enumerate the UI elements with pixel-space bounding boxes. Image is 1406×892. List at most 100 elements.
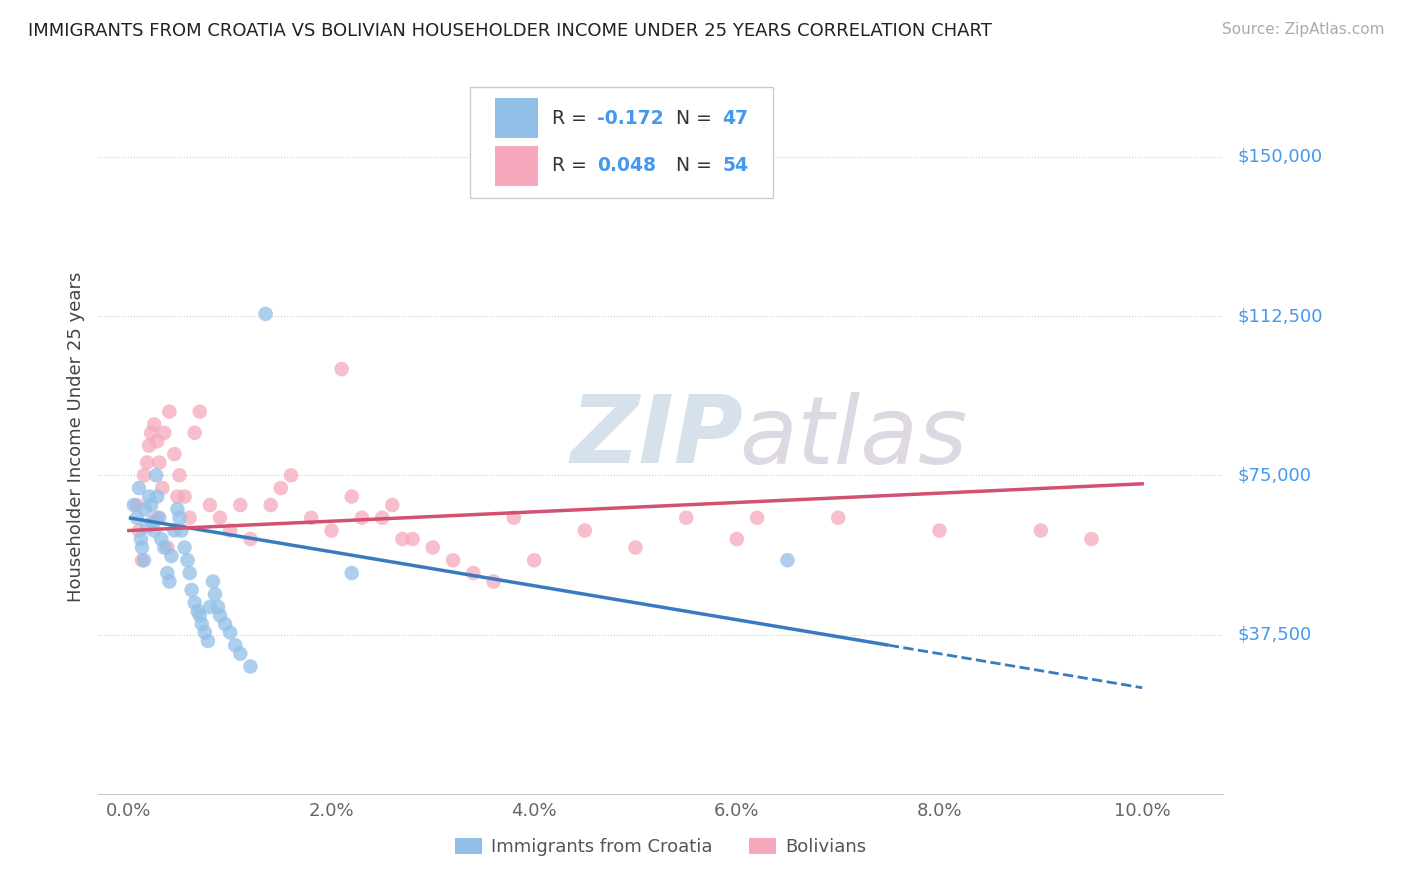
Point (166, 490, 188, 504)
Point (143, 524, 166, 538)
Point (138, 490, 160, 504)
Point (173, 490, 195, 504)
Point (254, 307, 277, 321)
Point (523, 553, 546, 567)
Point (180, 582, 202, 597)
FancyBboxPatch shape (470, 87, 773, 198)
Point (299, 510, 322, 524)
Point (129, 532, 152, 546)
Point (122, 498, 145, 512)
Point (136, 519, 159, 533)
Point (194, 625, 217, 640)
Point (204, 587, 226, 601)
Point (239, 532, 262, 546)
Point (371, 510, 394, 524)
Point (1080, 532, 1102, 546)
Text: 47: 47 (723, 109, 748, 128)
Point (132, 553, 155, 567)
Point (207, 599, 229, 614)
Text: IMMIGRANTS FROM CROATIA VS BOLIVIAN HOUSEHOLDER INCOME UNDER 25 YEARS CORRELATIO: IMMIGRANTS FROM CROATIA VS BOLIVIAN HOUS… (28, 22, 993, 40)
Point (139, 425, 162, 440)
Point (169, 510, 191, 524)
Point (183, 425, 205, 440)
Point (350, 510, 373, 524)
Point (125, 510, 148, 524)
Point (150, 481, 173, 495)
Text: 54: 54 (723, 156, 748, 176)
Point (229, 647, 252, 661)
Point (169, 468, 191, 483)
Point (208, 608, 231, 623)
Point (675, 510, 697, 524)
Point (340, 566, 363, 580)
Point (163, 447, 186, 461)
Point (134, 502, 156, 516)
Point (173, 541, 195, 555)
Point (139, 498, 162, 512)
Point (280, 468, 302, 483)
Point (141, 515, 163, 529)
FancyBboxPatch shape (495, 146, 538, 186)
Point (330, 362, 353, 376)
Point (188, 404, 211, 418)
Point (270, 481, 292, 495)
Point (160, 549, 183, 563)
Point (163, 524, 186, 538)
Point (214, 617, 236, 632)
Point (136, 456, 159, 470)
Point (179, 510, 201, 524)
Point (191, 617, 214, 632)
Point (574, 524, 596, 538)
Y-axis label: Householder Income Under 25 years: Householder Income Under 25 years (66, 272, 84, 602)
Point (776, 553, 799, 567)
Text: R =: R = (551, 109, 592, 128)
Point (208, 510, 231, 524)
Point (157, 574, 180, 589)
Point (340, 490, 363, 504)
Point (128, 524, 150, 538)
Point (224, 638, 246, 652)
Point (198, 599, 221, 614)
Point (725, 532, 748, 546)
Text: 0.048: 0.048 (596, 156, 655, 176)
Text: $37,500: $37,500 (1237, 625, 1312, 644)
Point (239, 659, 262, 673)
Text: atlas: atlas (740, 392, 967, 483)
Point (187, 604, 209, 618)
Point (138, 439, 160, 453)
Point (381, 498, 404, 512)
Point (153, 425, 176, 440)
Text: N =: N = (664, 156, 718, 176)
Point (391, 532, 413, 546)
Point (745, 510, 768, 524)
Point (148, 456, 170, 470)
Point (132, 468, 155, 483)
Text: N =: N = (664, 109, 718, 128)
Point (219, 625, 242, 640)
Point (463, 566, 485, 580)
Point (502, 510, 524, 524)
Legend: Immigrants from Croatia, Bolivians: Immigrants from Croatia, Bolivians (449, 830, 873, 863)
Point (321, 524, 343, 538)
Point (928, 524, 950, 538)
Point (229, 498, 252, 512)
Point (125, 498, 148, 512)
Point (482, 574, 505, 589)
Point (401, 532, 423, 546)
Point (260, 498, 283, 512)
Point (131, 553, 153, 567)
Point (188, 608, 211, 623)
Point (183, 596, 205, 610)
Point (148, 510, 170, 524)
Point (179, 566, 201, 580)
Point (157, 404, 180, 418)
Point (153, 541, 176, 555)
Point (441, 553, 464, 567)
Point (146, 434, 169, 449)
Point (1029, 524, 1052, 538)
Point (176, 553, 198, 567)
Point (150, 532, 173, 546)
Point (156, 541, 179, 555)
Point (131, 541, 153, 555)
Point (827, 510, 849, 524)
